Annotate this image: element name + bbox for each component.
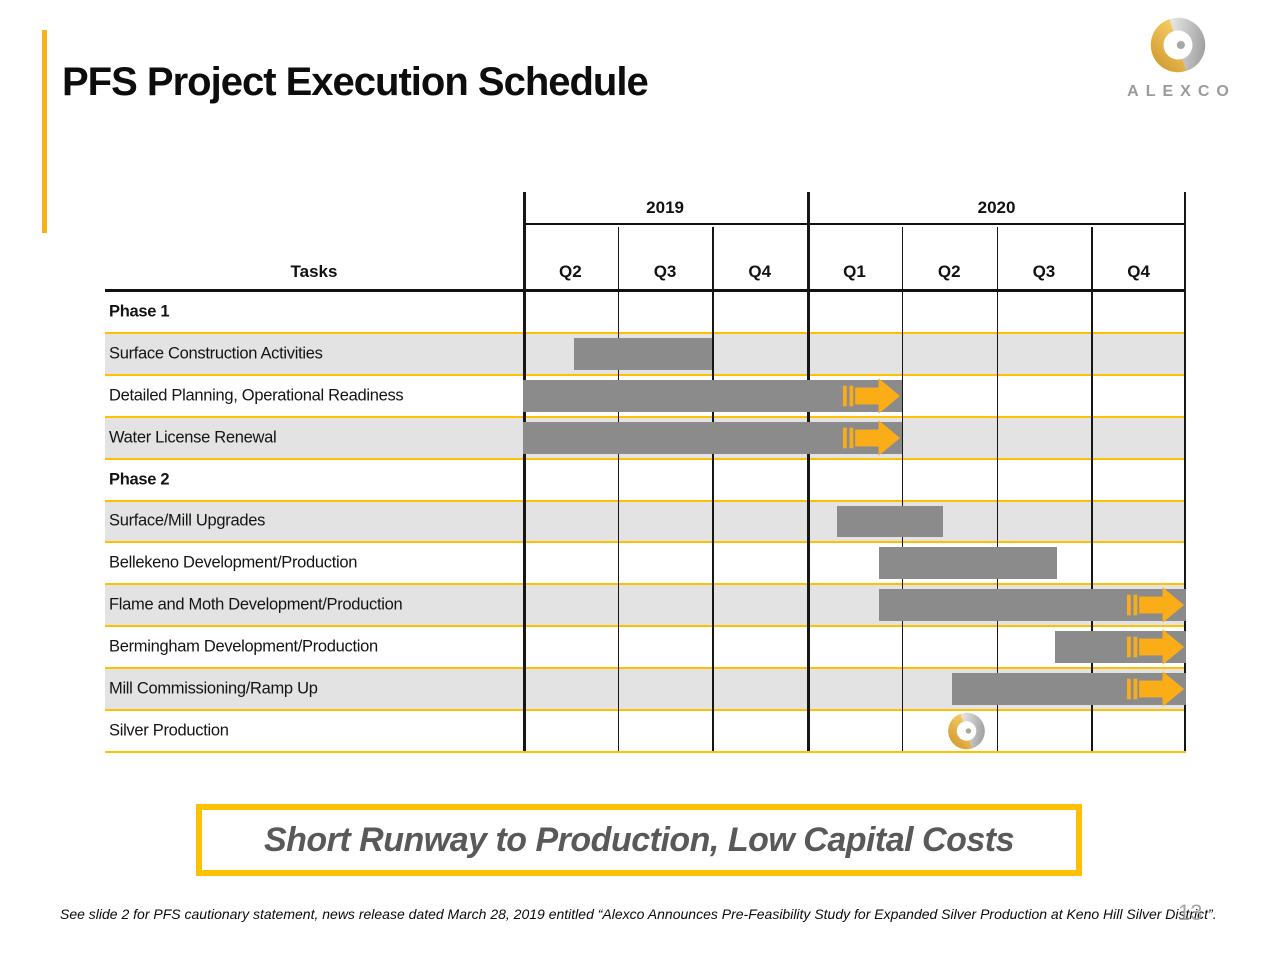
- gantt-bar: [879, 586, 1186, 624]
- grid-line: [712, 227, 714, 751]
- quarter-header: Q4: [748, 262, 772, 281]
- key-message-banner: Short Runway to Production, Low Capital …: [196, 804, 1082, 876]
- arrow-icon: [1126, 671, 1185, 707]
- quarter-header: Q3: [1032, 262, 1056, 281]
- quarter-header: Q1: [843, 262, 866, 281]
- quarter-header: Q4: [1127, 262, 1150, 281]
- task-label: Phase 1: [109, 302, 170, 321]
- task-label: Water License Renewal: [109, 428, 277, 447]
- quarter-header: Q3: [653, 262, 677, 281]
- grid-line: [807, 192, 810, 751]
- task-label: Silver Production: [109, 721, 229, 740]
- milestone-ring: [946, 712, 987, 751]
- task-row: Bermingham Development/Production: [105, 627, 1186, 670]
- year-divider-line: [523, 223, 1186, 225]
- phase-row: Phase 1: [105, 292, 1186, 334]
- footnote: See slide 2 for PFS cautionary statement…: [60, 906, 1217, 922]
- grid-line: [1183, 192, 1186, 751]
- task-row: Surface Construction Activities: [105, 333, 1186, 376]
- key-message-text: Short Runway to Production, Low Capital …: [263, 820, 1015, 859]
- task-row: Detailed Planning, Operational Readiness: [105, 376, 1186, 418]
- arrow-icon: [842, 377, 900, 414]
- task-row: Bellekeno Development/Production: [105, 543, 1186, 586]
- year-header: 2019: [646, 198, 684, 217]
- gantt-bar: [837, 505, 943, 538]
- task-label: Surface/Mill Upgrades: [109, 511, 266, 530]
- task-row: Silver Production: [105, 711, 1186, 753]
- tasks-column-header: Tasks: [290, 262, 338, 281]
- quarter-header: Q2: [937, 262, 961, 281]
- alexco-ring-icon: [1148, 16, 1208, 79]
- arrow-icon: [1126, 670, 1185, 708]
- task-label: Bermingham Development/Production: [109, 637, 378, 656]
- page-title: PFS Project Execution Schedule: [62, 60, 649, 104]
- task-label: Flame and Moth Development/Production: [109, 595, 403, 614]
- arrow-icon: [1126, 587, 1185, 624]
- task-label: Surface Construction Activities: [109, 344, 323, 363]
- grid-line: [1091, 227, 1093, 751]
- grid-line: [617, 227, 620, 751]
- task-label: Phase 2: [109, 470, 170, 489]
- gantt-bar: [1055, 628, 1186, 666]
- task-row: Flame and Moth Development/Production: [105, 585, 1186, 628]
- alexco-ring-icon: [1150, 17, 1206, 73]
- arrow-icon: [842, 419, 901, 457]
- gantt-bar: [952, 670, 1186, 708]
- arrow-icon: [1126, 628, 1185, 666]
- page-number: 13: [1178, 900, 1203, 925]
- gantt-bar: [523, 419, 902, 457]
- task-row: Water License Renewal: [105, 417, 1186, 460]
- alexco-logo: ALEXCO: [1103, 16, 1253, 101]
- task-row: Surface/Mill Upgrades: [105, 501, 1186, 544]
- alexco-wordmark: ALEXCO: [1127, 83, 1236, 100]
- task-label: Mill Commissioning/Ramp Up: [109, 679, 318, 698]
- header-divider-line: [105, 289, 1186, 292]
- arrow-icon: [1126, 629, 1185, 665]
- grid-line: [996, 227, 999, 751]
- gantt-bar: [574, 337, 713, 370]
- quarter-header: Q2: [559, 262, 582, 281]
- task-row: Mill Commissioning/Ramp Up: [105, 669, 1186, 712]
- alexco-ring-icon: [948, 712, 986, 750]
- grid-line: [901, 227, 904, 751]
- gantt-bar: [523, 377, 902, 415]
- gantt-body: Phase 1 Surface Construction Activities De…: [105, 292, 1186, 753]
- arrow-icon: [1126, 586, 1185, 624]
- task-label: Bellekeno Development/Production: [109, 553, 358, 572]
- arrow-icon: [842, 419, 900, 456]
- year-header: 2020: [977, 198, 1016, 217]
- arrow-icon: [842, 377, 901, 415]
- gantt-bar: [879, 547, 1058, 580]
- gantt-chart: Tasks 2019 2020 Q2 Q3 Q4 Q1 Q2 Q3 Q4 Phase 1 Surfac…: [105, 192, 1186, 753]
- title-accent-bar: [42, 30, 47, 233]
- grid-line: [523, 192, 526, 751]
- task-label: Detailed Planning, Operational Readiness: [109, 386, 404, 405]
- phase-row: Phase 2: [105, 460, 1186, 502]
